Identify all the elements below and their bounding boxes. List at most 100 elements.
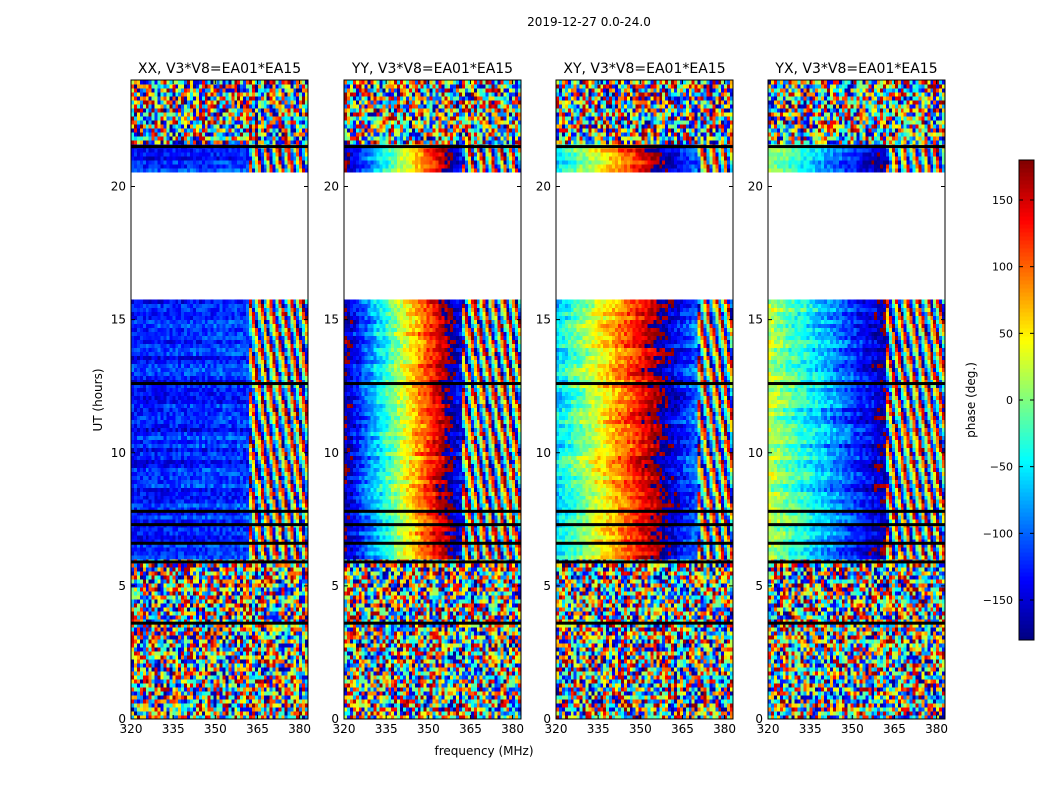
heatmap-cell xyxy=(208,631,211,635)
heatmap-cell xyxy=(258,679,261,683)
heatmap-cell xyxy=(137,627,140,631)
heatmap-cell xyxy=(131,695,134,699)
heatmap-cell xyxy=(208,635,211,639)
heatmap-cell xyxy=(146,627,149,631)
heatmap-cell xyxy=(137,655,140,659)
heatmap-cell xyxy=(208,707,211,711)
heatmap-cell xyxy=(184,707,187,711)
heatmap-cell xyxy=(252,679,255,683)
figure-xlabel: frequency (MHz) xyxy=(434,744,533,758)
heatmap-cell xyxy=(169,691,172,695)
heatmap-cell xyxy=(134,651,137,655)
heatmap-cell xyxy=(178,667,181,671)
heatmap-cell xyxy=(222,711,225,715)
heatmap-cell xyxy=(137,639,140,643)
heatmap-cell xyxy=(267,711,270,715)
heatmap-cell xyxy=(175,687,178,691)
heatmap-cell xyxy=(267,683,270,687)
heatmap-cell xyxy=(240,667,243,671)
heatmap-cell xyxy=(231,679,234,683)
heatmap-cell xyxy=(140,711,143,715)
heatmap-cell xyxy=(131,631,134,635)
heatmap-cell xyxy=(158,651,161,655)
heatmap-cell xyxy=(199,635,202,639)
heatmap-cell xyxy=(143,671,146,675)
heatmap-cell xyxy=(175,643,178,647)
heatmap-cell xyxy=(152,651,155,655)
heatmap-cell xyxy=(255,707,258,711)
heatmap-cell xyxy=(169,707,172,711)
heatmap-cell xyxy=(214,639,217,643)
heatmap-cell xyxy=(172,627,175,631)
heatmap-cell xyxy=(261,627,264,631)
heatmap-cell xyxy=(237,683,240,687)
heatmap-cell xyxy=(196,639,199,643)
heatmap-cell xyxy=(184,675,187,679)
heatmap-cell xyxy=(202,635,205,639)
heatmap-cell xyxy=(276,663,279,667)
heatmap-cell xyxy=(225,667,228,671)
heatmap-cell xyxy=(199,707,202,711)
heatmap-cell xyxy=(293,699,296,703)
heatmap-cell xyxy=(172,707,175,711)
heatmap-cell xyxy=(293,659,296,663)
heatmap-cell xyxy=(252,711,255,715)
heatmap-cell xyxy=(273,615,276,619)
heatmap-cell xyxy=(228,683,231,687)
heatmap-cell xyxy=(284,687,287,691)
heatmap-cell xyxy=(205,639,208,643)
heatmap-cell xyxy=(143,667,146,671)
heatmap-cell xyxy=(267,647,270,651)
heatmap-cell xyxy=(222,703,225,707)
heatmap-cell xyxy=(228,707,231,711)
heatmap-cell xyxy=(187,691,190,695)
heatmap-cell xyxy=(261,647,264,651)
heatmap-cell xyxy=(240,643,243,647)
heatmap-cell xyxy=(220,679,223,683)
heatmap-cell xyxy=(143,615,146,619)
heatmap-cell xyxy=(270,691,273,695)
heatmap-cell xyxy=(228,711,231,715)
heatmap-cell xyxy=(140,635,143,639)
heatmap-cell xyxy=(181,663,184,667)
heatmap-cell xyxy=(158,679,161,683)
heatmap-cell xyxy=(208,651,211,655)
heatmap-cell xyxy=(152,635,155,639)
heatmap-cell xyxy=(202,707,205,711)
heatmap-cell xyxy=(243,667,246,671)
heatmap-cell xyxy=(199,703,202,707)
heatmap-cell xyxy=(169,655,172,659)
heatmap-cell xyxy=(163,615,166,619)
heatmap-cell xyxy=(137,699,140,703)
heatmap-cell xyxy=(158,675,161,679)
heatmap-cell xyxy=(234,703,237,707)
heatmap-cell xyxy=(258,663,261,667)
heatmap-cell xyxy=(284,703,287,707)
heatmap-cell xyxy=(249,655,252,659)
heatmap-cell xyxy=(199,663,202,667)
heatmap-cell xyxy=(220,627,223,631)
heatmap-cell xyxy=(131,643,134,647)
heatmap-cell xyxy=(243,643,246,647)
heatmap-cell xyxy=(181,679,184,683)
heatmap-cell xyxy=(287,683,290,687)
heatmap-cell xyxy=(214,695,217,699)
heatmap-cell xyxy=(190,631,193,635)
heatmap-cell xyxy=(261,671,264,675)
heatmap-cell xyxy=(137,651,140,655)
heatmap-cell xyxy=(161,647,164,651)
heatmap-cell xyxy=(190,647,193,651)
heatmap-cell xyxy=(284,651,287,655)
heatmap-cell xyxy=(205,687,208,691)
heatmap-cell xyxy=(217,683,220,687)
heatmap-cell xyxy=(228,675,231,679)
heatmap-cell xyxy=(228,679,231,683)
heatmap-cell xyxy=(287,699,290,703)
heatmap-cell xyxy=(276,667,279,671)
heatmap-cell xyxy=(270,703,273,707)
heatmap-cell xyxy=(152,683,155,687)
heatmap-cell xyxy=(134,687,137,691)
heatmap-cell xyxy=(172,683,175,687)
heatmap-cell xyxy=(169,631,172,635)
heatmap-cell xyxy=(193,695,196,699)
